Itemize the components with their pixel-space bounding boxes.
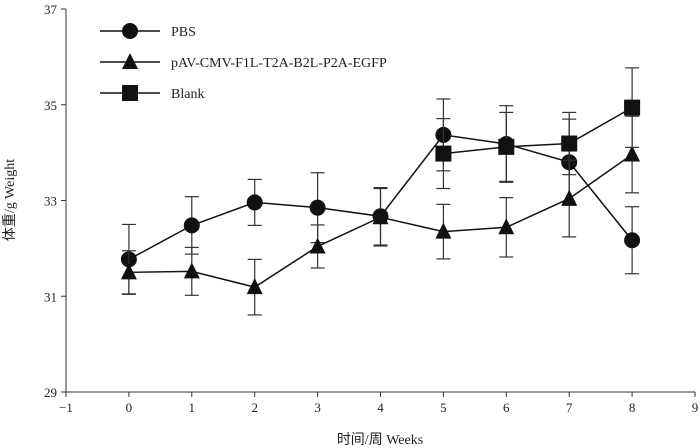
data-point bbox=[498, 218, 515, 235]
legend-marker-square bbox=[122, 85, 138, 101]
y-axis-label: 体重/g Weight bbox=[2, 159, 18, 241]
data-point bbox=[372, 208, 389, 225]
x-tick-label: 6 bbox=[503, 400, 510, 415]
data-point bbox=[561, 189, 578, 206]
legend: PBS pAV-CMV-F1L-T2A-B2L-P2A-EGFP Blank bbox=[100, 23, 387, 102]
data-point bbox=[309, 199, 326, 216]
x-tick-label: 8 bbox=[629, 400, 636, 415]
legend-label: pAV-CMV-F1L-T2A-B2L-P2A-EGFP bbox=[171, 56, 387, 71]
data-point bbox=[624, 145, 641, 162]
series-square bbox=[435, 67, 641, 190]
data-point bbox=[624, 99, 641, 116]
data-point bbox=[183, 217, 200, 234]
legend-label: PBS bbox=[171, 25, 196, 40]
y-tick-label: 29 bbox=[44, 385, 57, 400]
y-tick-label: 37 bbox=[44, 2, 58, 17]
plot-area bbox=[120, 67, 641, 316]
series-triangle bbox=[120, 115, 641, 316]
data-point bbox=[120, 263, 137, 280]
data-point bbox=[183, 262, 200, 279]
data-point bbox=[498, 138, 515, 155]
data-point bbox=[624, 232, 641, 249]
x-tick-label: −1 bbox=[59, 400, 73, 415]
x-tick-label: 5 bbox=[440, 400, 447, 415]
y-tick-label: 35 bbox=[44, 98, 57, 113]
y-tick-label: 31 bbox=[44, 289, 57, 304]
x-tick-label: 7 bbox=[566, 400, 573, 415]
data-point bbox=[435, 222, 452, 239]
x-tick-label: 3 bbox=[314, 400, 321, 415]
x-tick-label: 2 bbox=[251, 400, 258, 415]
x-tick-label: 4 bbox=[377, 400, 384, 415]
x-tick-label: 0 bbox=[126, 400, 133, 415]
axes: −1 0 1 2 3 4 5 6 7 8 9 29 31 33 35 37 bbox=[44, 2, 698, 415]
legend-marker-circle bbox=[122, 23, 138, 39]
data-point bbox=[309, 237, 326, 254]
legend-label: Blank bbox=[171, 87, 204, 102]
x-tick-label: 1 bbox=[189, 400, 196, 415]
x-tick-label: 9 bbox=[692, 400, 699, 415]
y-tick-label: 33 bbox=[44, 194, 57, 209]
data-point bbox=[246, 278, 263, 295]
data-point bbox=[246, 194, 263, 211]
legend-marker-triangle bbox=[122, 53, 138, 69]
data-point bbox=[561, 135, 578, 152]
data-point bbox=[435, 145, 452, 162]
x-axis-label: 时间/周 Weeks bbox=[337, 432, 423, 448]
series-line bbox=[443, 106, 633, 155]
